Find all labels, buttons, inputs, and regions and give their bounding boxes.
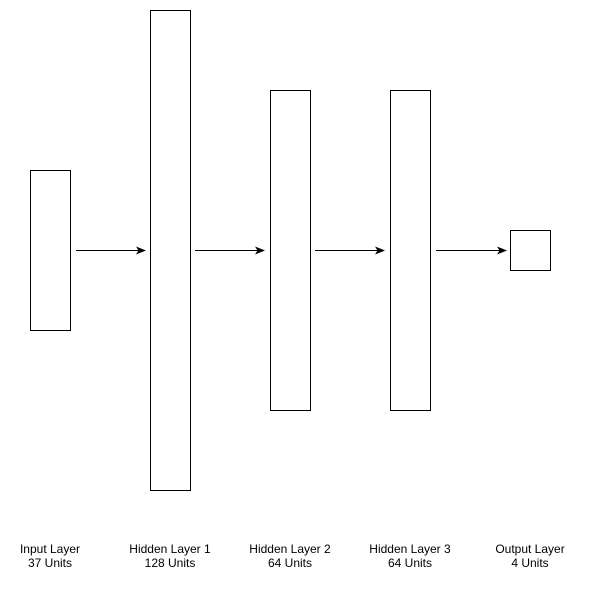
- input-layer-name: Input Layer: [19, 542, 81, 556]
- hidden-layer-1-units: 128 Units: [144, 556, 196, 570]
- hidden-layer-3-units: 64 Units: [387, 556, 433, 570]
- output-layer-box: [510, 230, 551, 271]
- input-layer-units: 37 Units: [27, 556, 73, 570]
- hidden-layer-3-label: Hidden Layer 3 64 Units: [350, 542, 470, 570]
- hidden-layer-2-units: 64 Units: [267, 556, 313, 570]
- hidden-layer-1-box: [150, 10, 191, 491]
- hidden-layer-2-label: Hidden Layer 2 64 Units: [230, 542, 350, 570]
- input-layer-box: [30, 170, 71, 331]
- input-layer-label: Input Layer 37 Units: [0, 542, 110, 570]
- hidden-layer-3-name: Hidden Layer 3: [369, 542, 451, 556]
- hidden-layer-1-label: Hidden Layer 1 128 Units: [110, 542, 230, 570]
- hidden-layer-2-box: [270, 90, 311, 411]
- hidden-layer-3-box: [390, 90, 431, 411]
- output-layer-label: Output Layer 4 Units: [470, 542, 590, 570]
- output-layer-units: 4 Units: [511, 556, 549, 570]
- hidden-layer-1-name: Hidden Layer 1: [129, 542, 211, 556]
- hidden-layer-2-name: Hidden Layer 2: [249, 542, 331, 556]
- output-layer-name: Output Layer: [495, 542, 565, 556]
